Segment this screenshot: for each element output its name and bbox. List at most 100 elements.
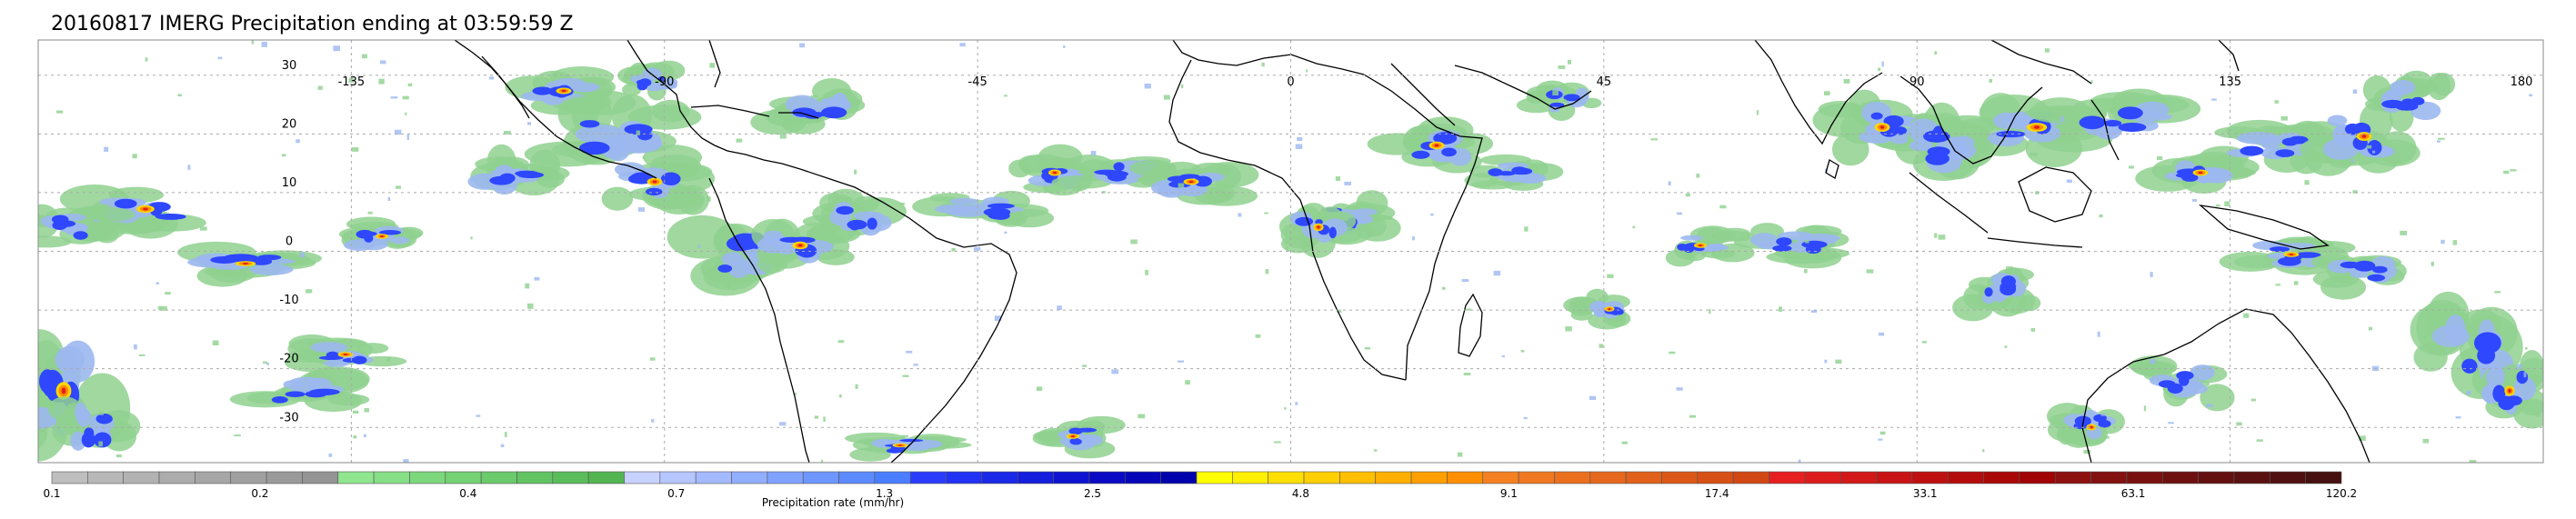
rain-speck [1265, 269, 1269, 274]
rain-speck [2192, 198, 2198, 202]
lon-label: 90 [1909, 75, 1925, 89]
rain-speck [504, 432, 507, 437]
rain-cell [912, 190, 1055, 228]
rain-speck [2129, 165, 2134, 169]
colorbar-tick-label: 0.2 [251, 487, 268, 500]
rain-cell [229, 366, 370, 413]
rain-speck [1238, 213, 1242, 217]
rain-speck [707, 196, 711, 202]
colorbar-box [409, 471, 446, 484]
coastline-new-guinea [2198, 205, 2330, 250]
coastline-india [1754, 40, 1883, 145]
colorbar-box [2054, 471, 2091, 484]
rain-speck [2215, 204, 2220, 207]
latitude-labels: 30 20 10 0 -10 -20 -30 [279, 59, 298, 425]
rain-speck [470, 236, 473, 240]
colorbar-box [874, 471, 911, 484]
coastline-philippines [2090, 99, 2120, 161]
rain-speck [642, 155, 646, 160]
rain-speck [1185, 380, 1190, 385]
rain-speck [2274, 100, 2279, 104]
rain-speck [1552, 90, 1559, 95]
rain-speck [155, 282, 160, 284]
rain-speck [2431, 261, 2434, 266]
rain-speck [1756, 110, 1759, 115]
rain-speck [1364, 346, 1371, 350]
rain-speck [2304, 180, 2310, 185]
rain-speck [799, 43, 806, 48]
rain-speck [779, 134, 787, 139]
rain-speck [654, 71, 660, 77]
lat-label: -30 [279, 411, 298, 424]
rain-speck [1463, 373, 1471, 375]
rain-speck [1228, 185, 1235, 188]
colorbar-box [2198, 471, 2235, 484]
rain-cell [1563, 288, 1631, 330]
rain-speck [1989, 78, 1993, 83]
rain-speck [2523, 372, 2527, 378]
rain-speck [2243, 313, 2250, 318]
rain-speck [1938, 235, 1946, 240]
colorbar-box [1232, 471, 1268, 484]
rain-speck [177, 94, 182, 97]
rain-speck [554, 74, 560, 79]
rain-speck [2090, 80, 2093, 84]
rain-speck [352, 410, 359, 414]
rain-speck [649, 357, 656, 361]
lat-label: 30 [282, 59, 297, 73]
rain-speck [1457, 452, 1463, 457]
colorbar-box [1661, 471, 1699, 484]
rain-speck [1558, 65, 1566, 69]
rain-speck [2083, 450, 2091, 454]
colorbar-box [587, 471, 625, 484]
colorbar-box [266, 471, 303, 484]
rain-speck [328, 453, 333, 457]
rain-speck [394, 129, 402, 135]
rain-speck [778, 422, 787, 426]
colorbar-box [1804, 471, 1841, 484]
rain-cell [1129, 159, 1259, 206]
rain-speck [1373, 449, 1378, 452]
colorbar-box [695, 471, 732, 484]
rain-speck [395, 185, 402, 189]
rain-speck [600, 127, 608, 132]
rain-speck [951, 247, 956, 252]
rain-speck [1501, 354, 1505, 358]
lon-label: 180 [2511, 75, 2533, 89]
rain-speck [906, 350, 913, 354]
rain-speck [902, 374, 909, 377]
rain-speck [1805, 239, 1809, 244]
rain-speck [1461, 279, 1469, 283]
rain-speck [1523, 416, 1528, 420]
rain-speck [846, 196, 853, 203]
rain-speck [1878, 438, 1883, 441]
map-area: 30 20 10 0 -10 -20 -30 -135 -90 -45 0 45 90 135 180 [37, 39, 2544, 464]
coastline-java [1987, 237, 2083, 248]
rain-speck [1685, 193, 1691, 197]
rain-cell [2025, 88, 2201, 140]
rain-speck [2358, 435, 2366, 441]
rain-speck [1632, 225, 1636, 229]
colorbar-tick-label: 4.8 [1292, 487, 1309, 500]
rain-speck [2455, 416, 2461, 419]
rain-speck [1810, 310, 1818, 314]
rain-speck [281, 154, 286, 157]
coastline-borneo [2018, 166, 2092, 223]
rain-speck [837, 340, 845, 344]
lat-label: 20 [282, 117, 297, 131]
colorbar-box [195, 471, 232, 484]
colorbar-box [1303, 471, 1340, 484]
map-title: 20160817 IMERG Precipitation ending at 0… [51, 13, 574, 35]
rain-speck [1719, 205, 1727, 209]
rain-speck [2150, 272, 2153, 277]
rain-speck [1669, 351, 1676, 354]
rain-speck [306, 289, 313, 294]
rain-speck [160, 305, 167, 311]
rain-speck [820, 459, 824, 463]
map-frame [37, 39, 2544, 464]
rain-speck [405, 112, 407, 115]
colorbar-box [1447, 471, 1484, 484]
rain-speck [132, 154, 137, 159]
rain-speck [157, 305, 162, 310]
precipitation-layer [38, 40, 2543, 463]
